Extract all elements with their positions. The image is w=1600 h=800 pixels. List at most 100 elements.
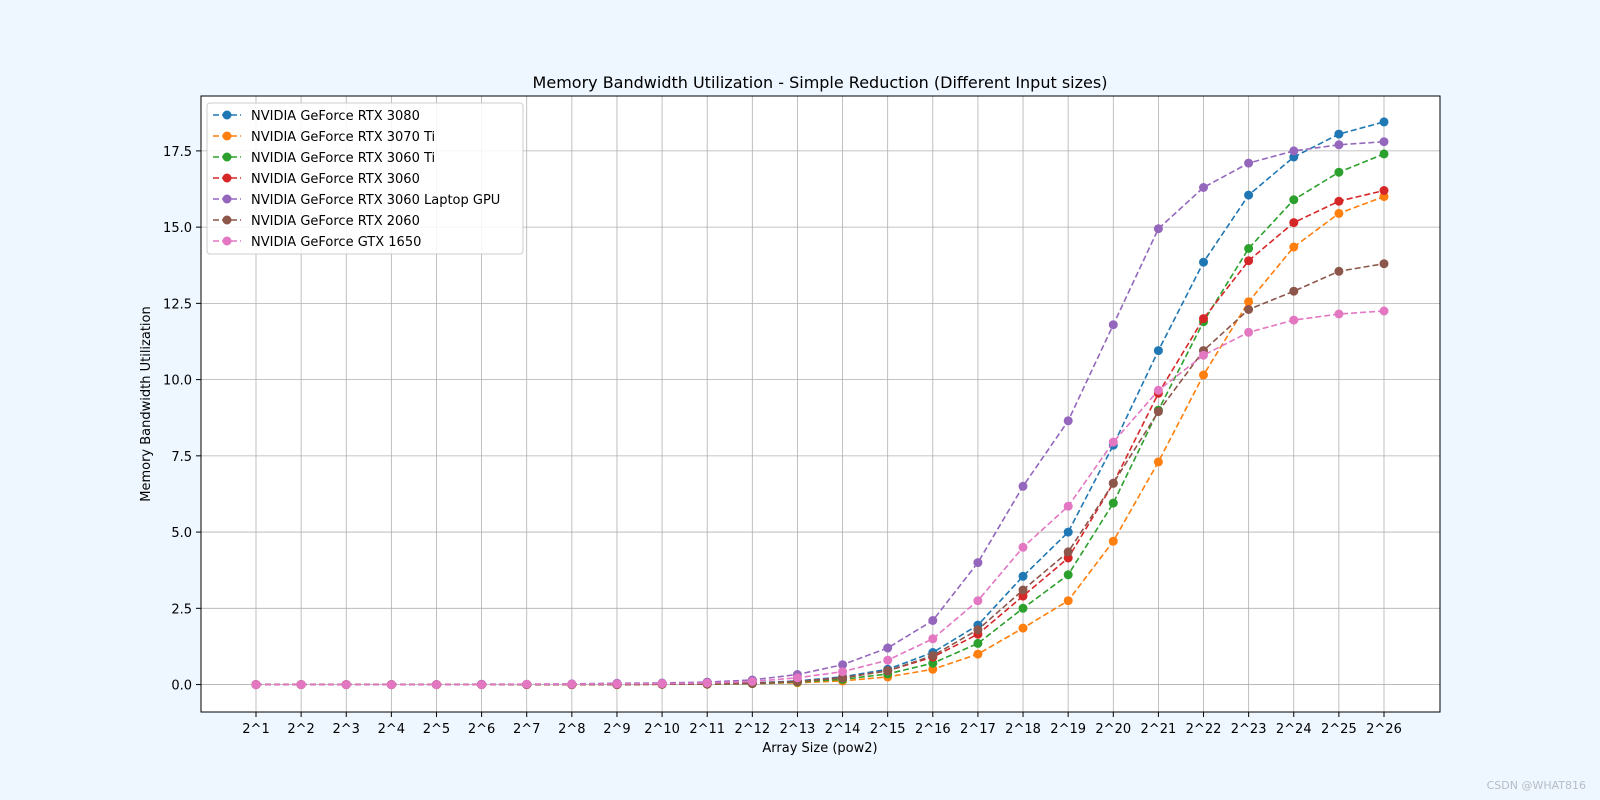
legend-marker bbox=[222, 131, 232, 141]
x-tick-label: 2^10 bbox=[644, 722, 680, 737]
data-point bbox=[928, 616, 938, 625]
y-tick-label: 10.0 bbox=[163, 374, 192, 389]
data-point bbox=[341, 680, 351, 690]
series-layer bbox=[251, 117, 1389, 690]
series-line bbox=[256, 262, 1385, 686]
x-tick-label: 2^12 bbox=[734, 722, 770, 737]
x-tick-label: 2^16 bbox=[915, 722, 951, 737]
x-tick-label: 2^13 bbox=[780, 722, 816, 737]
data-point bbox=[1244, 297, 1254, 307]
data-point bbox=[883, 655, 893, 665]
legend-marker bbox=[222, 110, 232, 120]
x-tick-label: 2^4 bbox=[378, 722, 405, 737]
data-point bbox=[1244, 244, 1254, 253]
watermark: CSDN @WHAT816 bbox=[1486, 779, 1586, 792]
data-point bbox=[928, 651, 938, 661]
data-point bbox=[1063, 570, 1073, 580]
data-point bbox=[432, 680, 441, 690]
data-point bbox=[1153, 346, 1163, 356]
data-point bbox=[1153, 457, 1163, 467]
data-point bbox=[1334, 309, 1344, 319]
data-point bbox=[1108, 498, 1118, 508]
legend: NVIDIA GeForce RTX 3080 NVIDIA GeForce RT… bbox=[206, 102, 524, 255]
data-point bbox=[883, 643, 893, 653]
chart-title: Memory Bandwidth Utilization - Simple Re… bbox=[533, 73, 1108, 92]
data-point bbox=[1244, 327, 1254, 337]
legend-label: NVIDIA GeForce GTX 1650 bbox=[251, 235, 421, 250]
data-point bbox=[1108, 536, 1118, 546]
plot-frame bbox=[200, 95, 1441, 713]
data-point bbox=[1199, 183, 1208, 192]
x-tick-label: 2^6 bbox=[468, 722, 495, 737]
data-point bbox=[1334, 167, 1344, 177]
x-axis: 2^1 2^2 2^3 2^4 2^5 2^6 2^7 2^8 2^9 2^10 2^11 2^12 2… bbox=[242, 712, 1402, 737]
legend-item: NVIDIA GeForce RTX 3060 bbox=[213, 172, 420, 187]
x-tick-label: 2^3 bbox=[333, 722, 360, 737]
x-tick-label: 2^15 bbox=[870, 722, 906, 737]
data-point bbox=[1018, 571, 1028, 581]
y-axis-label: Memory Bandwidth Utilization bbox=[139, 306, 154, 501]
legend-label: NVIDIA GeForce RTX 3080 bbox=[251, 109, 420, 124]
legend-item: NVIDIA GeForce RTX 3060 Ti bbox=[213, 151, 435, 166]
data-point bbox=[612, 679, 622, 689]
data-point bbox=[1108, 437, 1118, 447]
data-point bbox=[747, 677, 757, 686]
x-tick-label: 2^20 bbox=[1095, 722, 1131, 737]
x-tick-label: 2^9 bbox=[603, 722, 630, 737]
data-point bbox=[792, 673, 802, 683]
data-point bbox=[1108, 478, 1118, 488]
x-tick-label: 2^23 bbox=[1231, 722, 1267, 737]
data-point bbox=[1199, 314, 1208, 324]
data-point bbox=[1334, 266, 1344, 276]
data-point bbox=[1153, 407, 1163, 417]
data-point bbox=[973, 638, 983, 648]
x-tick-label: 2^11 bbox=[689, 722, 725, 737]
data-point bbox=[1063, 527, 1073, 537]
y-tick-label: 12.5 bbox=[163, 297, 192, 312]
legend-label: NVIDIA GeForce RTX 3060 Laptop GPU bbox=[251, 193, 500, 208]
legend-marker bbox=[222, 236, 232, 246]
x-tick-label: 2^22 bbox=[1186, 722, 1222, 737]
data-point bbox=[1289, 195, 1299, 205]
legend-marker bbox=[222, 194, 232, 204]
data-point bbox=[296, 680, 306, 690]
data-point bbox=[1244, 305, 1254, 314]
y-tick-label: 15.0 bbox=[163, 221, 192, 236]
x-tick-label: 2^8 bbox=[558, 722, 585, 737]
data-point bbox=[973, 649, 983, 659]
data-point bbox=[1153, 224, 1163, 234]
data-point bbox=[1289, 286, 1299, 296]
series-line bbox=[256, 189, 1385, 686]
data-point bbox=[1199, 257, 1208, 267]
data-point bbox=[1063, 596, 1073, 606]
data-point bbox=[1018, 542, 1028, 552]
data-point bbox=[1244, 158, 1254, 168]
data-point bbox=[928, 634, 938, 644]
x-tick-label: 2^2 bbox=[287, 722, 314, 737]
data-point bbox=[1379, 117, 1389, 127]
x-tick-label: 2^14 bbox=[825, 722, 861, 737]
legend-label: NVIDIA GeForce RTX 3060 Ti bbox=[251, 151, 435, 166]
legend-label: NVIDIA GeForce RTX 2060 bbox=[251, 214, 420, 229]
data-point bbox=[1334, 129, 1344, 139]
data-point bbox=[1199, 350, 1208, 360]
data-point bbox=[1018, 603, 1028, 613]
data-point bbox=[1244, 190, 1254, 200]
data-point bbox=[973, 596, 983, 606]
legend-item: NVIDIA GeForce GTX 1650 bbox=[213, 235, 421, 250]
x-axis-label: Array Size (pow2) bbox=[762, 741, 877, 756]
series-line bbox=[256, 153, 1385, 686]
x-tick-label: 2^25 bbox=[1321, 722, 1357, 737]
data-point bbox=[1018, 585, 1028, 595]
legend-marker bbox=[222, 173, 232, 183]
x-tick-label: 2^19 bbox=[1050, 722, 1086, 737]
data-point bbox=[883, 666, 893, 676]
data-point bbox=[1379, 306, 1389, 316]
y-tick-label: 0.0 bbox=[171, 679, 192, 694]
data-point bbox=[973, 625, 983, 635]
y-tick-label: 7.5 bbox=[171, 450, 192, 465]
x-tick-label: 2^5 bbox=[423, 722, 450, 737]
data-point bbox=[1244, 256, 1254, 266]
data-point bbox=[1334, 196, 1344, 206]
